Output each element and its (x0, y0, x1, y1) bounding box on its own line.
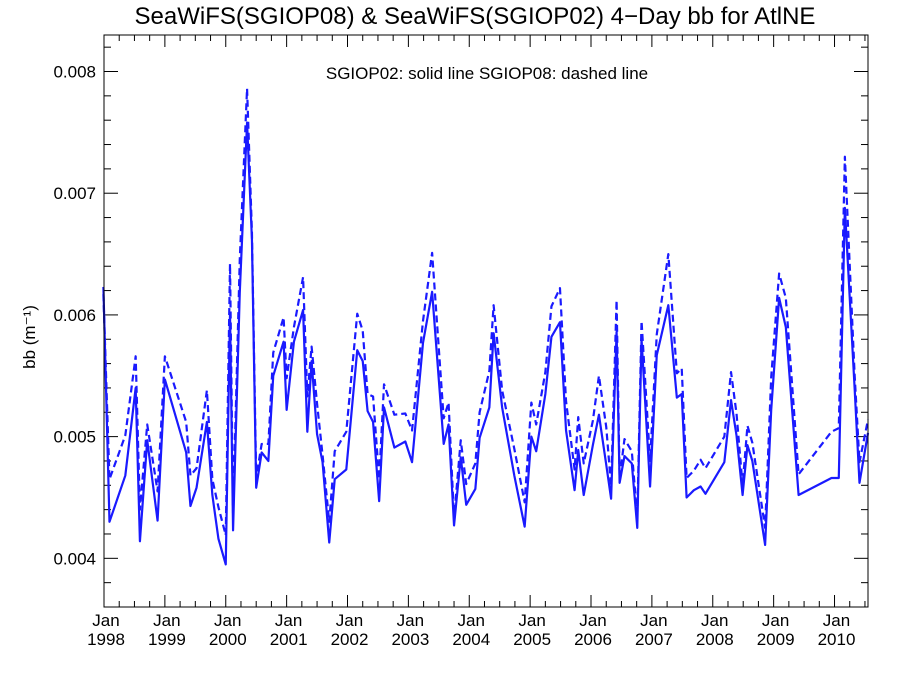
x-tick-year-label: 1999 (148, 630, 186, 649)
y-tick-label: 0.005 (53, 428, 96, 447)
x-tick-year-label: 2000 (209, 630, 247, 649)
x-tick-month-label: Jan (640, 611, 667, 630)
x-tick-month-label: Jan (518, 611, 545, 630)
x-tick-month-label: Jan (458, 611, 485, 630)
x-tick-month-label: Jan (701, 611, 728, 630)
x-tick-year-label: 2003 (391, 630, 429, 649)
x-tick-year-label: 2004 (452, 630, 490, 649)
x-tick-month-label: Jan (214, 611, 241, 630)
x-tick-year-label: 2006 (574, 630, 612, 649)
y-tick-label: 0.007 (53, 184, 96, 203)
x-tick-year-label: 2007 (635, 630, 673, 649)
y-axis-label: bb (m⁻¹) (20, 305, 39, 369)
x-tick-year-label: 2002 (331, 630, 369, 649)
x-tick-month-label: Jan (579, 611, 606, 630)
x-tick-year-label: 1998 (87, 630, 125, 649)
x-tick-month-label: Jan (762, 611, 789, 630)
x-tick-month-label: Jan (153, 611, 180, 630)
plot-frame (103, 34, 869, 608)
x-tick-month-label: Jan (275, 611, 302, 630)
x-tick-year-label: 2009 (757, 630, 795, 649)
x-tick-month-label: Jan (823, 611, 850, 630)
line-style-annotation: SGIOP02: solid line SGIOP08: dashed line (326, 64, 648, 83)
y-tick-label: 0.006 (53, 306, 96, 325)
plot-area: 0.004 0.005 0.006 0.007 0.008 (53, 35, 870, 608)
x-tick-year-label: 2001 (270, 630, 308, 649)
x-tick-year-label: 2010 (818, 630, 856, 649)
x-tick-year-label: 2005 (513, 630, 551, 649)
x-tick-year-label: 2008 (696, 630, 734, 649)
series-line-sgiop08 (102, 87, 870, 537)
x-tick-month-label: Jan (397, 611, 424, 630)
x-tick-month-label: Jan (92, 611, 119, 630)
y-tick-label: 0.004 (53, 549, 96, 568)
x-tick-month-label: Jan (336, 611, 363, 630)
chart-title: SeaWiFS(SGIOP08) & SeaWiFS(SGIOP02) 4−Da… (135, 3, 816, 30)
y-tick-label: 0.008 (53, 63, 96, 82)
